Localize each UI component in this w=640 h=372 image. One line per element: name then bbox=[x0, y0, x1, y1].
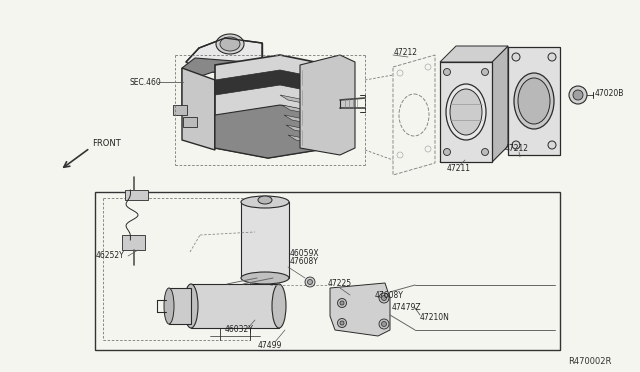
Ellipse shape bbox=[220, 37, 240, 51]
Bar bbox=[191, 284, 279, 328]
Ellipse shape bbox=[216, 34, 244, 54]
Circle shape bbox=[381, 295, 387, 301]
Ellipse shape bbox=[272, 284, 286, 328]
Polygon shape bbox=[215, 55, 330, 158]
Ellipse shape bbox=[514, 73, 554, 129]
Polygon shape bbox=[215, 70, 330, 95]
Polygon shape bbox=[182, 68, 215, 150]
Polygon shape bbox=[440, 62, 492, 162]
Circle shape bbox=[379, 319, 389, 329]
Ellipse shape bbox=[164, 288, 174, 324]
Polygon shape bbox=[215, 105, 330, 158]
Bar bbox=[95, 192, 560, 350]
Circle shape bbox=[481, 148, 488, 155]
Circle shape bbox=[481, 68, 488, 76]
Polygon shape bbox=[492, 46, 508, 162]
Circle shape bbox=[307, 279, 312, 285]
Ellipse shape bbox=[518, 78, 550, 124]
Circle shape bbox=[512, 141, 520, 149]
Circle shape bbox=[573, 90, 583, 100]
Circle shape bbox=[340, 321, 344, 325]
Circle shape bbox=[305, 277, 315, 287]
Ellipse shape bbox=[450, 89, 482, 135]
Bar bbox=[169, 288, 191, 324]
Bar bbox=[508, 47, 560, 155]
Polygon shape bbox=[330, 283, 390, 336]
Polygon shape bbox=[282, 105, 340, 120]
Text: 47479Z: 47479Z bbox=[392, 302, 422, 311]
Ellipse shape bbox=[258, 196, 272, 204]
Polygon shape bbox=[288, 135, 346, 150]
Circle shape bbox=[337, 318, 346, 327]
Circle shape bbox=[379, 293, 389, 303]
Ellipse shape bbox=[446, 84, 486, 140]
Polygon shape bbox=[182, 68, 195, 115]
Circle shape bbox=[444, 68, 451, 76]
Polygon shape bbox=[122, 235, 145, 250]
Circle shape bbox=[340, 301, 344, 305]
Text: 47210N: 47210N bbox=[420, 314, 450, 323]
Bar bbox=[241, 202, 289, 278]
Circle shape bbox=[381, 321, 387, 327]
Text: 46059X: 46059X bbox=[290, 248, 319, 257]
Polygon shape bbox=[440, 46, 508, 62]
Ellipse shape bbox=[184, 284, 198, 328]
Polygon shape bbox=[300, 55, 355, 155]
Text: 47225: 47225 bbox=[328, 279, 352, 288]
Ellipse shape bbox=[241, 196, 289, 208]
Text: 46252Y: 46252Y bbox=[96, 251, 125, 260]
Bar bbox=[183, 117, 197, 127]
Circle shape bbox=[444, 148, 451, 155]
Polygon shape bbox=[280, 95, 338, 110]
Circle shape bbox=[512, 53, 520, 61]
Text: SEC.460: SEC.460 bbox=[130, 77, 162, 87]
Polygon shape bbox=[186, 38, 262, 72]
Polygon shape bbox=[182, 58, 260, 78]
Polygon shape bbox=[284, 115, 342, 130]
Polygon shape bbox=[125, 190, 148, 200]
Polygon shape bbox=[440, 146, 508, 162]
Polygon shape bbox=[286, 125, 344, 140]
Text: FRONT: FRONT bbox=[92, 138, 121, 148]
Ellipse shape bbox=[241, 272, 289, 284]
Text: 47608Y: 47608Y bbox=[290, 257, 319, 266]
Text: R470002R: R470002R bbox=[568, 357, 611, 366]
Text: 47212: 47212 bbox=[505, 144, 529, 153]
Text: 47020B: 47020B bbox=[595, 89, 625, 97]
Circle shape bbox=[569, 86, 587, 104]
Bar bbox=[173, 105, 187, 115]
Circle shape bbox=[548, 53, 556, 61]
Text: 47211: 47211 bbox=[447, 164, 471, 173]
Circle shape bbox=[337, 298, 346, 308]
Text: 46032Y: 46032Y bbox=[225, 326, 254, 334]
Text: 47499: 47499 bbox=[258, 340, 282, 350]
Text: 47608Y: 47608Y bbox=[375, 291, 404, 299]
Text: 47212: 47212 bbox=[394, 48, 418, 57]
Circle shape bbox=[548, 141, 556, 149]
